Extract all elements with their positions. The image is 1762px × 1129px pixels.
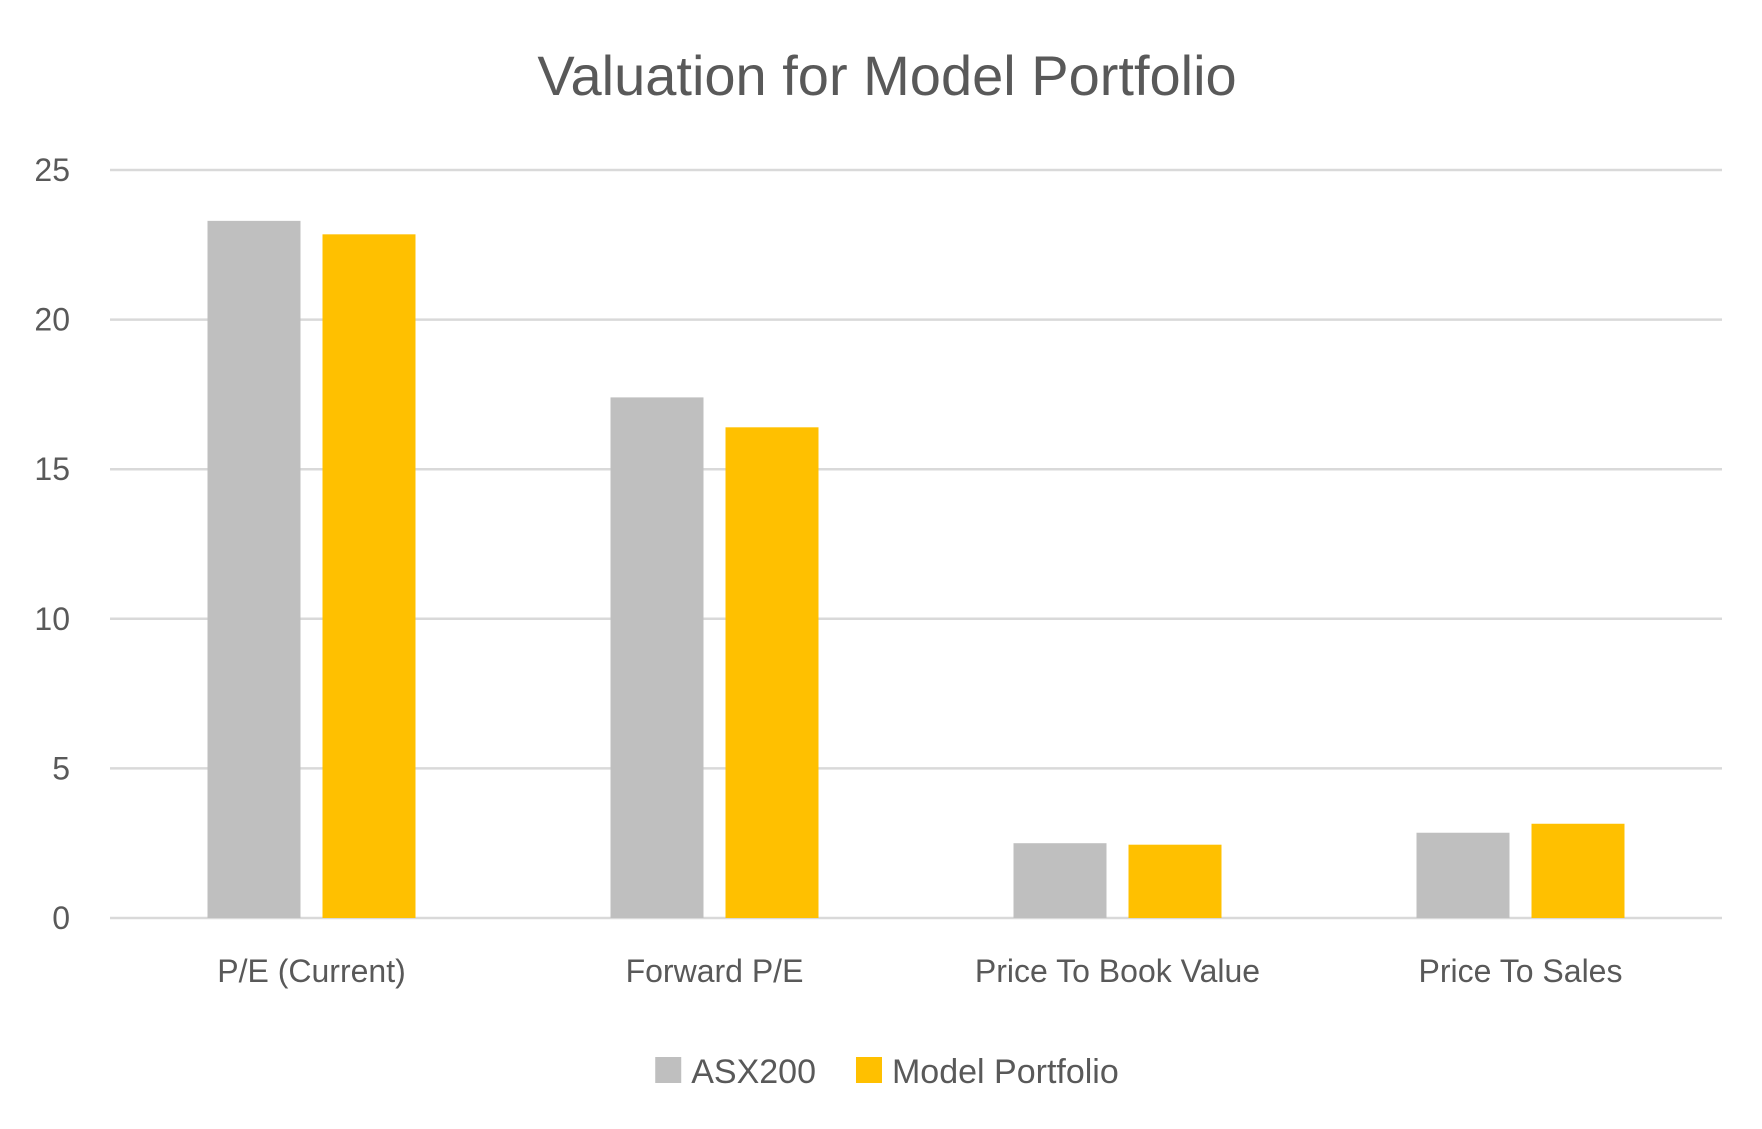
x-tick-label: Forward P/E bbox=[626, 953, 804, 989]
bar-model-portfolio bbox=[1531, 823, 1625, 918]
bar-model-portfolio bbox=[725, 427, 819, 918]
y-tick-label: 0 bbox=[52, 900, 70, 936]
legend-swatch bbox=[655, 1057, 682, 1083]
chart-title: Valuation for Model Portfolio bbox=[537, 44, 1236, 107]
bar-asx200 bbox=[1013, 843, 1107, 918]
x-tick-label: Price To Book Value bbox=[975, 953, 1260, 989]
legend-swatch bbox=[855, 1057, 882, 1083]
y-tick-label: 10 bbox=[34, 601, 70, 637]
bar-asx200 bbox=[610, 397, 704, 919]
legend: ASX200 Model Portfolio bbox=[655, 1053, 1119, 1091]
bar-model-portfolio bbox=[322, 234, 416, 918]
x-tick-label: P/E (Current) bbox=[217, 953, 405, 989]
x-axis-ticks: P/E (Current) Forward P/E Price To Book Va… bbox=[217, 953, 1622, 989]
bar-asx200 bbox=[1416, 832, 1510, 918]
bars bbox=[207, 220, 1625, 919]
y-tick-label: 15 bbox=[34, 451, 70, 487]
y-axis-ticks: 0 5 10 15 20 25 bbox=[34, 152, 70, 936]
legend-label: Model Portfolio bbox=[892, 1053, 1119, 1091]
x-tick-label: Price To Sales bbox=[1419, 953, 1623, 989]
y-tick-label: 25 bbox=[34, 152, 70, 188]
bar-asx200 bbox=[207, 220, 301, 918]
y-tick-label: 20 bbox=[34, 302, 70, 338]
bar-model-portfolio bbox=[1128, 844, 1222, 918]
y-tick-label: 5 bbox=[52, 750, 70, 786]
legend-label: ASX200 bbox=[691, 1053, 816, 1091]
